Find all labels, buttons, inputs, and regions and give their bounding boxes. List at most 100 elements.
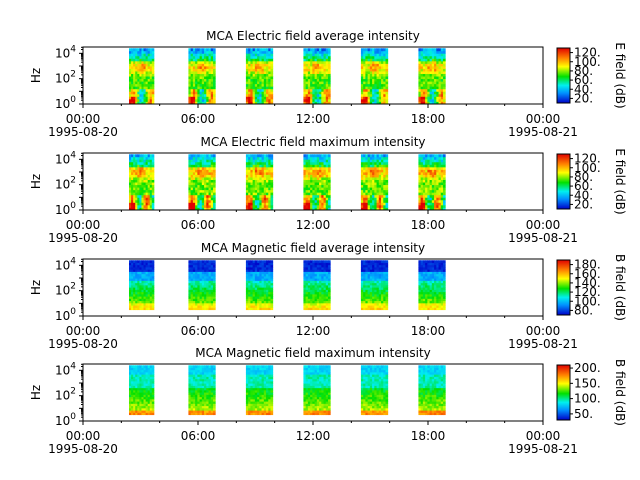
heatmap-cell (420, 166, 424, 170)
heatmap-cell (147, 93, 151, 97)
heatmap-cell (270, 199, 274, 203)
x-tick-time: 18:00 (411, 112, 446, 126)
heatmap-cell (369, 293, 373, 297)
heatmap-cell (248, 184, 251, 188)
heatmap-cell (257, 101, 260, 105)
heatmap-cell (378, 284, 382, 288)
heatmap-cell (188, 307, 192, 311)
heatmap-cell (307, 66, 311, 69)
heatmap-cell (133, 293, 136, 297)
heatmap-cell (204, 204, 207, 208)
heatmap-cell (374, 86, 377, 90)
heatmap-cell (151, 179, 155, 183)
heatmap-cell (429, 284, 433, 288)
heatmap-cell (303, 182, 307, 186)
heatmap-cell (266, 275, 269, 279)
heatmap-cell (261, 50, 265, 54)
heatmap-cell (307, 197, 311, 201)
heatmap-cell (141, 50, 144, 54)
heatmap-cell (195, 282, 198, 286)
heatmap-cell (141, 305, 144, 308)
heatmap-cell (425, 156, 428, 160)
heatmap-cell (360, 293, 364, 297)
heatmap-cell (257, 289, 260, 293)
heatmap-cell (204, 275, 207, 279)
heatmap-cell (147, 189, 151, 193)
heatmap-cell (245, 284, 249, 288)
heatmap-cell (135, 60, 138, 64)
heatmap-cell (381, 202, 384, 206)
heatmap-cell (190, 197, 194, 201)
heatmap-cell (438, 58, 442, 62)
heatmap-cell (263, 199, 267, 203)
heatmap-cell (319, 189, 322, 193)
heatmap-cell (420, 55, 424, 59)
heatmap-cell (201, 264, 205, 268)
heatmap-cell (385, 260, 389, 263)
heatmap-cell (363, 262, 366, 266)
heatmap-cell (303, 280, 307, 284)
heatmap-cell (141, 66, 144, 69)
heatmap-cell (365, 298, 369, 302)
heatmap-cell (374, 273, 377, 277)
heatmap-cell (151, 66, 155, 69)
x-tick-time: 00:00 (66, 112, 101, 126)
heatmap-cell (147, 91, 151, 95)
heatmap-cell (321, 73, 324, 77)
heatmap-cell (310, 161, 313, 165)
heatmap-cell (188, 83, 192, 87)
heatmap-cell (149, 264, 153, 268)
heatmap-cell (305, 302, 309, 306)
heatmap-cell (420, 174, 424, 178)
heatmap-cell (213, 189, 216, 193)
heatmap-cell (314, 159, 318, 163)
heatmap-cell (252, 260, 256, 263)
heatmap-cell (367, 278, 371, 281)
heatmap-cell (250, 48, 254, 52)
heatmap-cell (131, 275, 134, 279)
heatmap-cell (197, 305, 200, 308)
heatmap-cell (143, 58, 147, 62)
heatmap-cell (321, 296, 324, 299)
heatmap-cell (381, 50, 384, 54)
heatmap-cell (199, 202, 203, 206)
heatmap-cell (192, 55, 196, 59)
heatmap-cell (305, 174, 309, 178)
heatmap-cell (443, 161, 446, 165)
heatmap-cell (137, 280, 140, 284)
heatmap-cell (316, 71, 320, 74)
heatmap-cell (254, 194, 258, 198)
heatmap-cell (367, 161, 371, 165)
heatmap-cell (328, 73, 331, 77)
heatmap-cell (268, 287, 271, 290)
heatmap-cell (208, 174, 212, 178)
heatmap-cell (139, 302, 142, 306)
heatmap-cell (425, 71, 428, 74)
heatmap-cell (303, 159, 307, 163)
heatmap-cell (434, 280, 437, 284)
heatmap-cell (204, 98, 207, 102)
heatmap-cell (197, 293, 200, 297)
heatmap-cell (257, 284, 260, 288)
heatmap-cell (316, 187, 320, 191)
heatmap-cell (135, 86, 138, 90)
heatmap-cell (376, 172, 380, 175)
heatmap-cell (425, 86, 428, 90)
heatmap-cell (323, 166, 327, 170)
heatmap-cell (149, 172, 153, 175)
heatmap-cell (259, 271, 262, 275)
heatmap-cell (266, 260, 269, 263)
heatmap-cell (429, 307, 433, 311)
heatmap-cell (131, 204, 134, 208)
heatmap-cell (131, 189, 134, 193)
heatmap-cell (248, 269, 251, 272)
heatmap-cell (434, 289, 437, 293)
heatmap-cell (199, 267, 203, 270)
heatmap-cell (429, 91, 433, 95)
heatmap-cell (208, 96, 212, 100)
heatmap-cell (259, 63, 262, 67)
heatmap-cell (440, 207, 444, 211)
heatmap-cell (137, 271, 140, 275)
heatmap-cell (431, 88, 435, 92)
